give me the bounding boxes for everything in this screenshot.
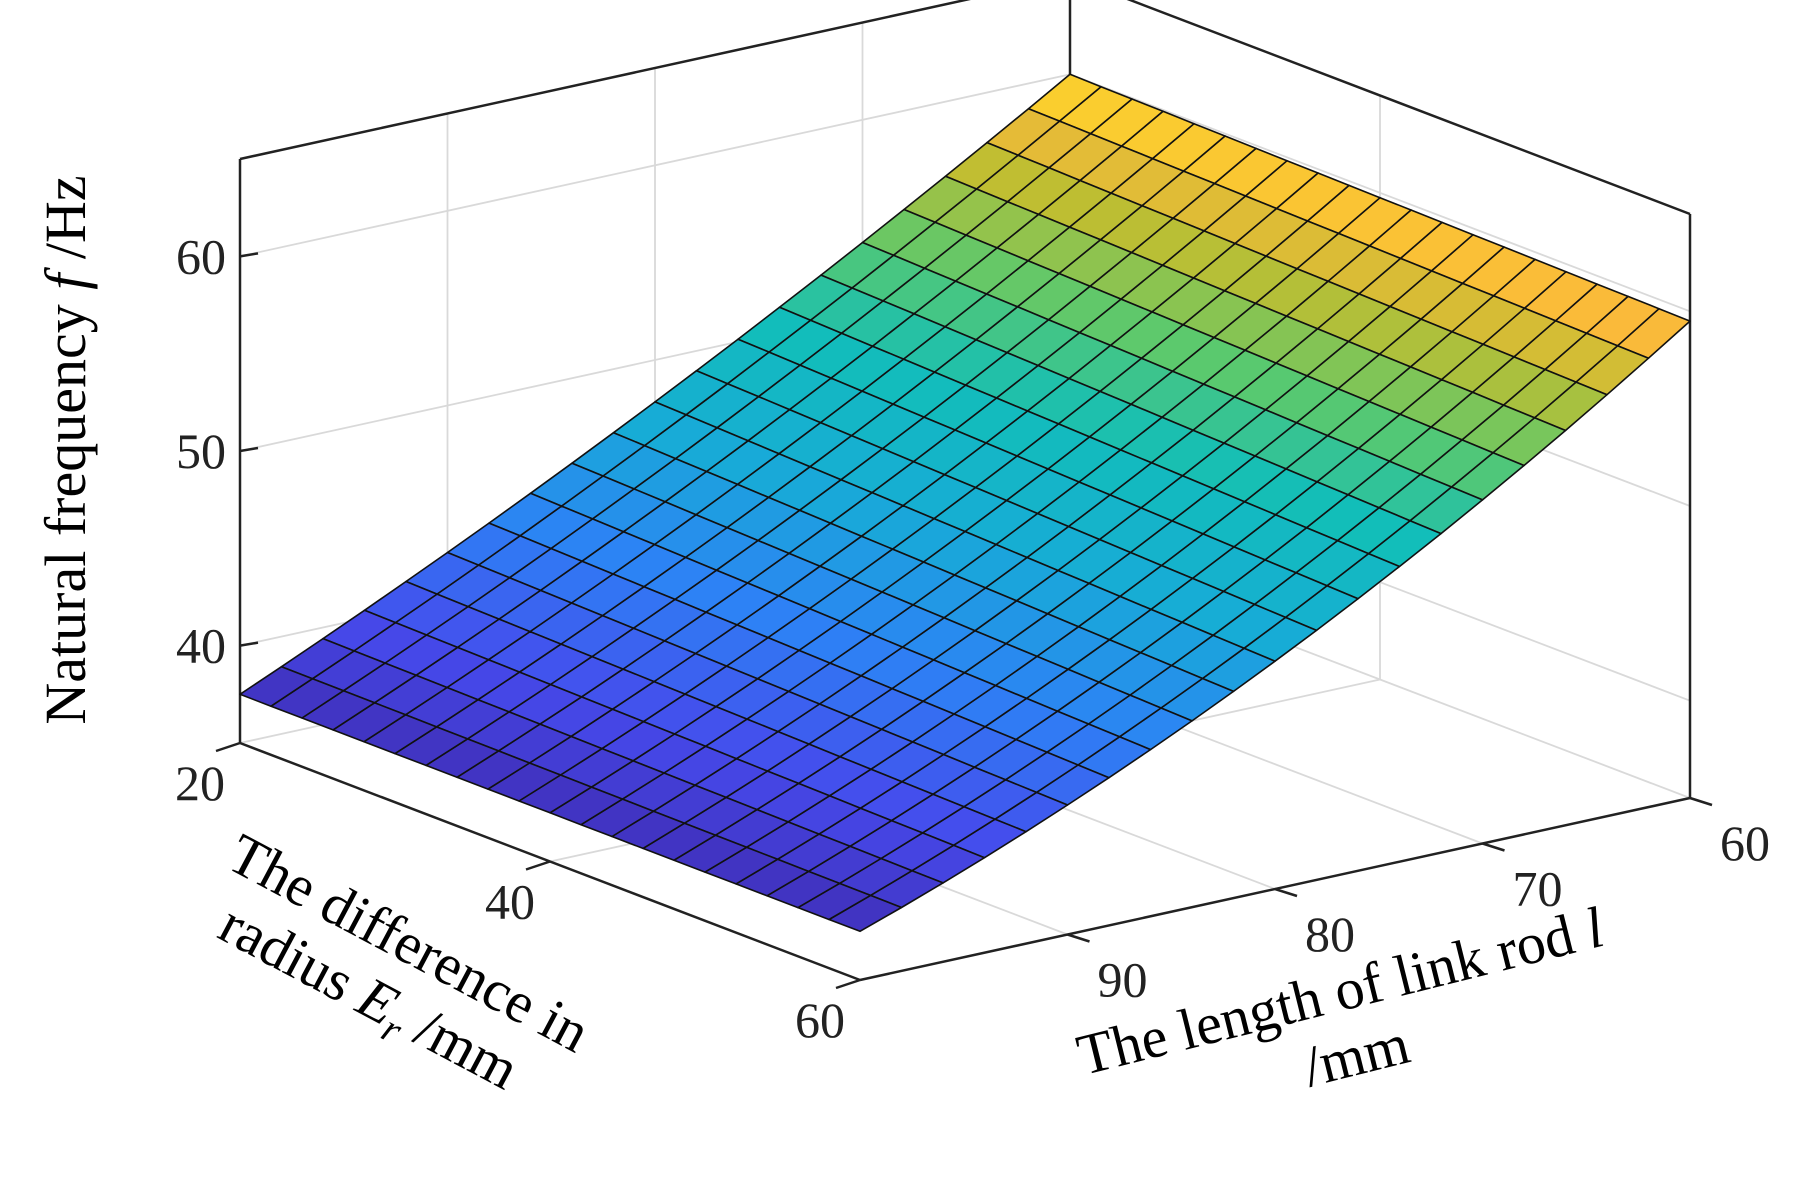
x-tick-label: 40 [485, 874, 535, 930]
x-tick-mark [835, 978, 861, 990]
y-tick-label: 60 [1720, 815, 1770, 871]
z-tick-mark [239, 641, 259, 647]
y-tick-label: 80 [1305, 906, 1355, 962]
y-tick-mark [1482, 842, 1505, 852]
z-tick-mark [239, 446, 259, 453]
x-tick-label: 60 [795, 992, 845, 1048]
z-tick-mark [239, 252, 259, 258]
x-axis-label: The difference in radius Er /mm [209, 821, 600, 1102]
x-tick-mark [215, 741, 241, 753]
y-tick-label: 70 [1513, 861, 1563, 917]
z-tick-label: 60 [176, 228, 226, 284]
axis-edge [1126, 0, 1691, 216]
z-tick-label: 40 [176, 618, 226, 674]
surface-mesh [239, 73, 1691, 933]
y-tick-mark [1067, 933, 1090, 943]
axis-edge [239, 0, 971, 161]
tick-labels: 40 50 60 20 40 60 60 70 80 90 [175, 228, 1770, 1048]
z-axis-label: Natural frequency f /Hz [33, 175, 98, 724]
x-tick-mark [525, 860, 551, 871]
x-tick-label: 20 [175, 755, 225, 811]
surface-cell [239, 665, 314, 708]
y-tick-mark [1274, 887, 1298, 898]
y-tick-mark [1689, 796, 1713, 807]
z-tick-label: 50 [176, 423, 226, 479]
y-tick-label: 90 [1098, 952, 1148, 1008]
